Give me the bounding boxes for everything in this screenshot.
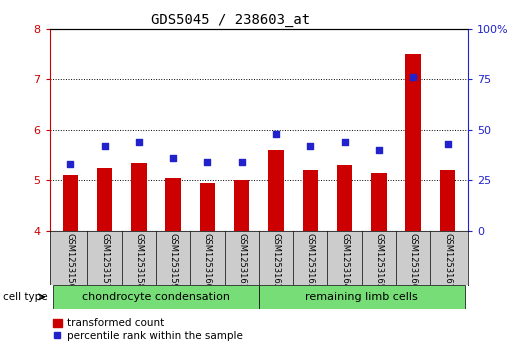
Text: GSM1253164: GSM1253164 — [340, 233, 349, 289]
Point — [134, 139, 143, 145]
Point — [306, 143, 314, 149]
Text: GSM1253156: GSM1253156 — [66, 233, 75, 289]
Point — [444, 141, 452, 147]
Point — [169, 155, 177, 161]
Text: remaining limb cells: remaining limb cells — [305, 292, 418, 302]
Text: GSM1253162: GSM1253162 — [271, 233, 280, 289]
Legend: transformed count, percentile rank within the sample: transformed count, percentile rank withi… — [52, 317, 244, 342]
Bar — [440, 170, 455, 231]
Bar — [303, 170, 318, 231]
Bar — [165, 178, 181, 231]
Text: GSM1253165: GSM1253165 — [374, 233, 383, 289]
Bar — [234, 180, 249, 231]
Point — [272, 131, 280, 137]
Text: GSM1253163: GSM1253163 — [306, 233, 315, 289]
Bar — [63, 175, 78, 231]
Text: GSM1253167: GSM1253167 — [443, 233, 452, 289]
Point — [203, 159, 212, 165]
Bar — [97, 168, 112, 231]
Text: chondrocyte condensation: chondrocyte condensation — [82, 292, 230, 302]
Point — [409, 74, 417, 80]
Text: GSM1253159: GSM1253159 — [168, 233, 178, 289]
Text: GSM1253157: GSM1253157 — [100, 233, 109, 289]
Bar — [371, 172, 386, 231]
Point — [375, 147, 383, 153]
Text: GSM1253166: GSM1253166 — [408, 233, 418, 289]
Text: GSM1253160: GSM1253160 — [203, 233, 212, 289]
Bar — [131, 163, 146, 231]
Bar — [268, 150, 284, 231]
Text: cell type: cell type — [3, 292, 47, 302]
Point — [100, 143, 109, 149]
Bar — [259, 285, 464, 309]
Bar — [200, 183, 215, 231]
Point — [66, 161, 74, 167]
Bar — [337, 165, 353, 231]
Text: GDS5045 / 238603_at: GDS5045 / 238603_at — [151, 13, 310, 27]
Point — [340, 139, 349, 145]
Bar — [53, 285, 259, 309]
Text: GSM1253158: GSM1253158 — [134, 233, 143, 289]
Bar — [405, 54, 421, 231]
Text: GSM1253161: GSM1253161 — [237, 233, 246, 289]
Point — [237, 159, 246, 165]
